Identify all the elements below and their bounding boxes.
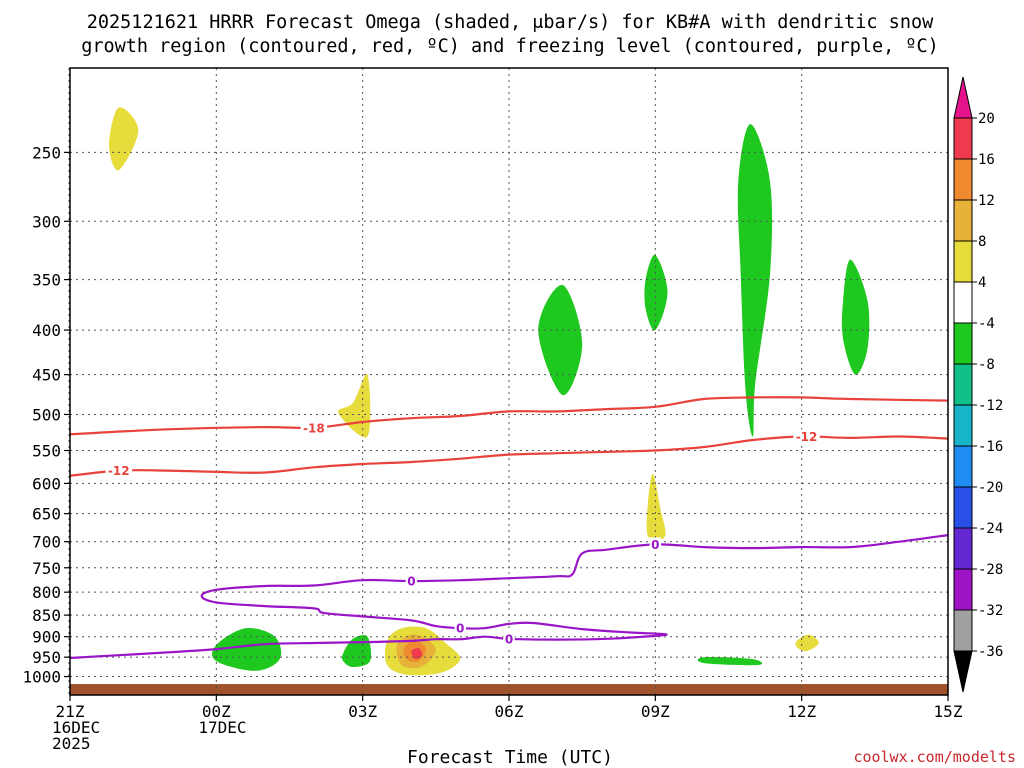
colorbar-label-20: 20: [978, 111, 995, 127]
ytick-label-850: 850: [32, 606, 61, 625]
contour-label-bg: [105, 463, 133, 478]
isotherm-zero-freezing-level: [69, 534, 949, 660]
xtick-label-06Z-line1: 06Z: [495, 702, 524, 721]
x-axis-label: Forecast Time (UTC): [407, 747, 613, 768]
colorbar-label-12: 12: [978, 193, 995, 209]
colorbar-label--16: -16: [978, 439, 1003, 455]
omega-region-green-390mb: [841, 259, 870, 375]
ytick-label-400: 400: [32, 321, 61, 340]
colorbar-swatch-12_16: [953, 158, 973, 201]
colorbar-label-4: 4: [978, 275, 986, 291]
contour-label-bg: [503, 631, 515, 646]
omega-region-green-low-10z: [697, 657, 763, 666]
ytick-label-800: 800: [32, 583, 61, 602]
colorbar: 20 16 12 8 4 -4 -8 -12 -16 -20 -24 -28 -32 -36: [953, 76, 1003, 693]
colorbar-swatch-m12_m8: [953, 363, 973, 406]
xtick-label-00Z-line2: 17DEC: [198, 718, 246, 737]
colorbar-label--28: -28: [978, 562, 1003, 578]
omega-shaded-regions: [109, 107, 870, 676]
colorbar-swatch-m28_m24: [953, 527, 973, 570]
colorbar-under-arrow: [953, 650, 973, 693]
ytick-label-900: 900: [32, 628, 61, 647]
ytick-label-750: 750: [32, 559, 61, 578]
colorbar-swatch-m24_m20: [953, 486, 973, 529]
ytick-label-950: 950: [32, 648, 61, 667]
colorbar-swatch-neutral: [953, 281, 973, 324]
colorbar-swatch-m16_m12: [953, 404, 973, 447]
contour-label-bg: [300, 420, 328, 435]
pressure-gridlines: [68, 68, 948, 695]
ytick-label-300: 300: [32, 212, 61, 231]
omega-region-green-low-03z: [341, 634, 372, 667]
ytick-label-550: 550: [32, 442, 61, 461]
xtick-label-21Z-line3: 2025: [52, 734, 91, 753]
contour-label-zero-freezing-level: 0: [505, 632, 513, 646]
ytick-label-450: 450: [32, 366, 61, 385]
ytick-label-650: 650: [32, 505, 61, 524]
colorbar-swatch-4_8: [953, 240, 973, 283]
temperature-contours: -18 -12 -12 0 0 0 0: [69, 396, 949, 660]
site-credit: coolwx.com/modelts: [853, 748, 1016, 766]
xtick-label-21Z-line2: 16DEC: [52, 718, 100, 737]
xtick-label-15Z-line1: 15Z: [934, 702, 963, 721]
xtick-label-21Z-line1: 21Z: [56, 702, 85, 721]
colorbar-swatch-m20_m16: [953, 445, 973, 488]
isotherm-minus-18-dgz-top: [69, 396, 949, 436]
colorbar-label--32: -32: [978, 603, 1003, 619]
xtick-label-12Z-line1: 12Z: [787, 702, 816, 721]
colorbar-label--24: -24: [978, 521, 1003, 537]
colorbar-swatch-8_12: [953, 199, 973, 242]
omega-region-green-370mb: [644, 254, 668, 331]
contour-label-minus-12-dgz-bottom: -12: [108, 464, 130, 478]
chart-title-line-1: 2025121621 HRRR Forecast Omega (shaded, …: [87, 12, 934, 33]
colorbar-label-16: 16: [978, 152, 995, 168]
contour-label-minus-12-dgz-bottom: -12: [796, 430, 818, 444]
contour-label-zero-freezing-level: 0: [407, 575, 415, 589]
ytick-label-700: 700: [32, 533, 61, 552]
colorbar-swatch-m36_m32: [953, 609, 973, 652]
chart-title-line-2: growth region (contoured, red, ºC) and f…: [81, 36, 939, 57]
omega-region-red-core-04z: [411, 648, 423, 660]
colorbar-label--36: -36: [978, 644, 1003, 660]
colorbar-label--8: -8: [978, 357, 995, 373]
contour-label-bg: [454, 621, 466, 636]
contour-label-bg: [793, 429, 820, 444]
colorbar-swatch-m32_m28: [953, 568, 973, 611]
contour-label-bg: [405, 574, 418, 589]
xtick-label-09Z-line1: 09Z: [641, 702, 670, 721]
ground-fill: [70, 684, 948, 695]
contour-label-minus-18-dgz-top: -18: [303, 421, 325, 435]
colorbar-label--12: -12: [978, 398, 1003, 414]
contour-label-zero-freezing-level: 0: [651, 538, 659, 552]
ytick-label-600: 600: [32, 474, 61, 493]
omega-region-yellow-500mb: [337, 373, 371, 438]
ytick-label-500: 500: [32, 405, 61, 424]
colorbar-label--20: -20: [978, 480, 1003, 496]
ytick-label-1000: 1000: [22, 668, 61, 687]
xtick-label-03Z-line1: 03Z: [348, 702, 377, 721]
colorbar-swatch-16_20: [953, 117, 973, 160]
omega-region-yellow-650mb: [646, 473, 666, 541]
omega-region-green-low-01z: [212, 627, 282, 671]
contour-label-bg: [649, 537, 662, 552]
ground-terrain: [70, 684, 948, 695]
ytick-label-350: 350: [32, 271, 61, 290]
ytick-label-250: 250: [32, 143, 61, 162]
colorbar-swatch-m8_m4: [953, 322, 973, 365]
xtick-label-00Z-line1: 00Z: [202, 702, 231, 721]
pressure-axis: 250 300 350 400 450 500 550 600 650 700 750 800 850 9…: [22, 143, 70, 687]
omega-region-green-tall-11z: [737, 124, 773, 437]
omega-region-green-415mb: [538, 284, 583, 396]
contour-label-zero-freezing-level: 0: [456, 622, 464, 636]
omega-region-upper-yellow-blob: [109, 107, 139, 171]
colorbar-label-8: 8: [978, 234, 986, 250]
colorbar-label--4: -4: [978, 316, 995, 332]
colorbar-over-arrow: [953, 76, 973, 119]
